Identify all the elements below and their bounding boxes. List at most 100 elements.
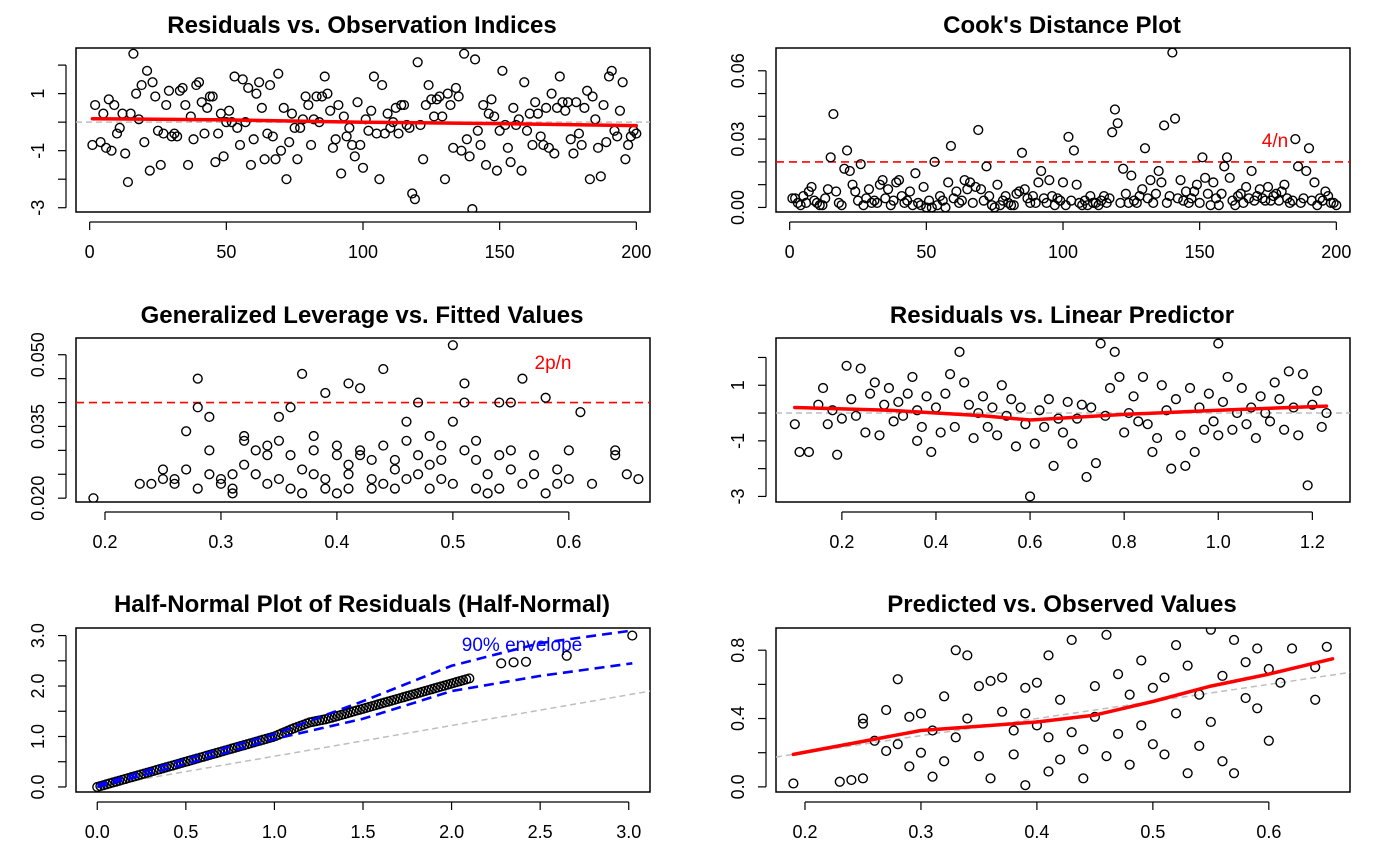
data-point (377, 79, 388, 91)
x-tick-label: 2.0 (439, 822, 464, 842)
x-tick-label: 200 (621, 242, 651, 262)
data-point (1325, 197, 1336, 208)
data-point (1090, 197, 1101, 208)
data-point (436, 473, 447, 485)
data-point (921, 391, 932, 402)
data-point (401, 119, 412, 131)
data-point (401, 416, 412, 427)
data-point (331, 440, 343, 451)
x-tick-label: 0.3 (208, 532, 233, 552)
data-point (573, 128, 585, 139)
data-point (586, 478, 598, 489)
data-point (239, 430, 250, 442)
data-point (1236, 382, 1247, 394)
data-point (1033, 177, 1044, 188)
data-point (250, 469, 261, 480)
data-point (355, 139, 366, 151)
data-point (131, 88, 142, 99)
data-point (817, 200, 828, 211)
data-point (308, 445, 319, 456)
data-point (606, 65, 617, 76)
data-point (904, 186, 916, 197)
data-point (1189, 446, 1200, 458)
data-point (188, 134, 199, 145)
data-point (892, 739, 903, 750)
data-point (846, 394, 857, 405)
data-point (598, 99, 609, 111)
panel-residuals-vs-linear-predictor: Residuals vs. Linear Predictor 0.2 0.4 0.6… (728, 302, 1351, 552)
data-point (320, 387, 331, 399)
data-point (447, 340, 458, 351)
data-point (836, 200, 847, 211)
data-point (292, 154, 303, 165)
data-point (325, 105, 336, 116)
data-point (621, 469, 632, 480)
data-point (1086, 402, 1097, 413)
data-point (1109, 104, 1121, 115)
data-point (103, 94, 114, 105)
data-point (1114, 371, 1125, 383)
data-point (992, 430, 1003, 441)
data-point (1066, 634, 1077, 646)
x-tick-label: 0.5 (440, 532, 465, 552)
data-point (1016, 147, 1028, 158)
data-point (278, 102, 289, 113)
data-point (489, 111, 500, 122)
data-point (1043, 394, 1054, 405)
data-point (316, 91, 328, 102)
data-point (494, 397, 505, 408)
x-tick-label: 50 (216, 242, 236, 262)
data-point (152, 125, 164, 136)
data-point (192, 483, 203, 494)
data-point (549, 148, 560, 159)
data-point (1235, 188, 1246, 199)
data-point (1271, 188, 1282, 199)
data-point (343, 469, 354, 480)
data-point (1136, 720, 1147, 731)
data-point (1309, 177, 1320, 188)
data-point (331, 488, 343, 499)
data-point (847, 179, 858, 190)
data-point (1217, 396, 1229, 408)
data-point (1055, 754, 1066, 765)
data-point (1044, 175, 1055, 186)
data-point (881, 745, 892, 757)
data-point (322, 88, 333, 99)
data-point (869, 195, 880, 206)
data-point (997, 672, 1008, 683)
data-point (1269, 377, 1280, 388)
data-point (264, 79, 276, 91)
panel-title: Predicted vs. Observed Values (887, 591, 1237, 618)
data-point (169, 478, 180, 489)
data-point (950, 732, 961, 743)
data-point (459, 397, 470, 408)
data-point (221, 117, 232, 128)
x-tick-label: 1.0 (262, 822, 287, 842)
data-point (100, 142, 112, 153)
data-point (945, 140, 957, 152)
data-point (1043, 732, 1054, 743)
data-point (157, 473, 169, 485)
data-point (520, 656, 532, 667)
data-point (951, 186, 962, 197)
data-point (320, 483, 331, 494)
x-axis: 0.2 0.3 0.4 0.5 0.6 (792, 801, 1281, 842)
data-point (374, 174, 385, 185)
y-tick-label: -3 (728, 488, 748, 504)
data-points (789, 338, 1332, 502)
data-point (1246, 165, 1257, 177)
data-point (881, 704, 892, 716)
data-point (1076, 399, 1087, 410)
data-point (349, 151, 360, 162)
data-point (1043, 766, 1054, 777)
data-point (521, 125, 533, 136)
data-point (1292, 161, 1304, 172)
data-point (540, 392, 551, 403)
y-tick-label: 3.0 (28, 623, 48, 648)
data-point (1031, 677, 1043, 688)
data-point (436, 454, 447, 466)
data-point (1260, 195, 1271, 206)
data-point (237, 74, 248, 85)
data-point (412, 397, 424, 408)
data-point (530, 97, 541, 108)
